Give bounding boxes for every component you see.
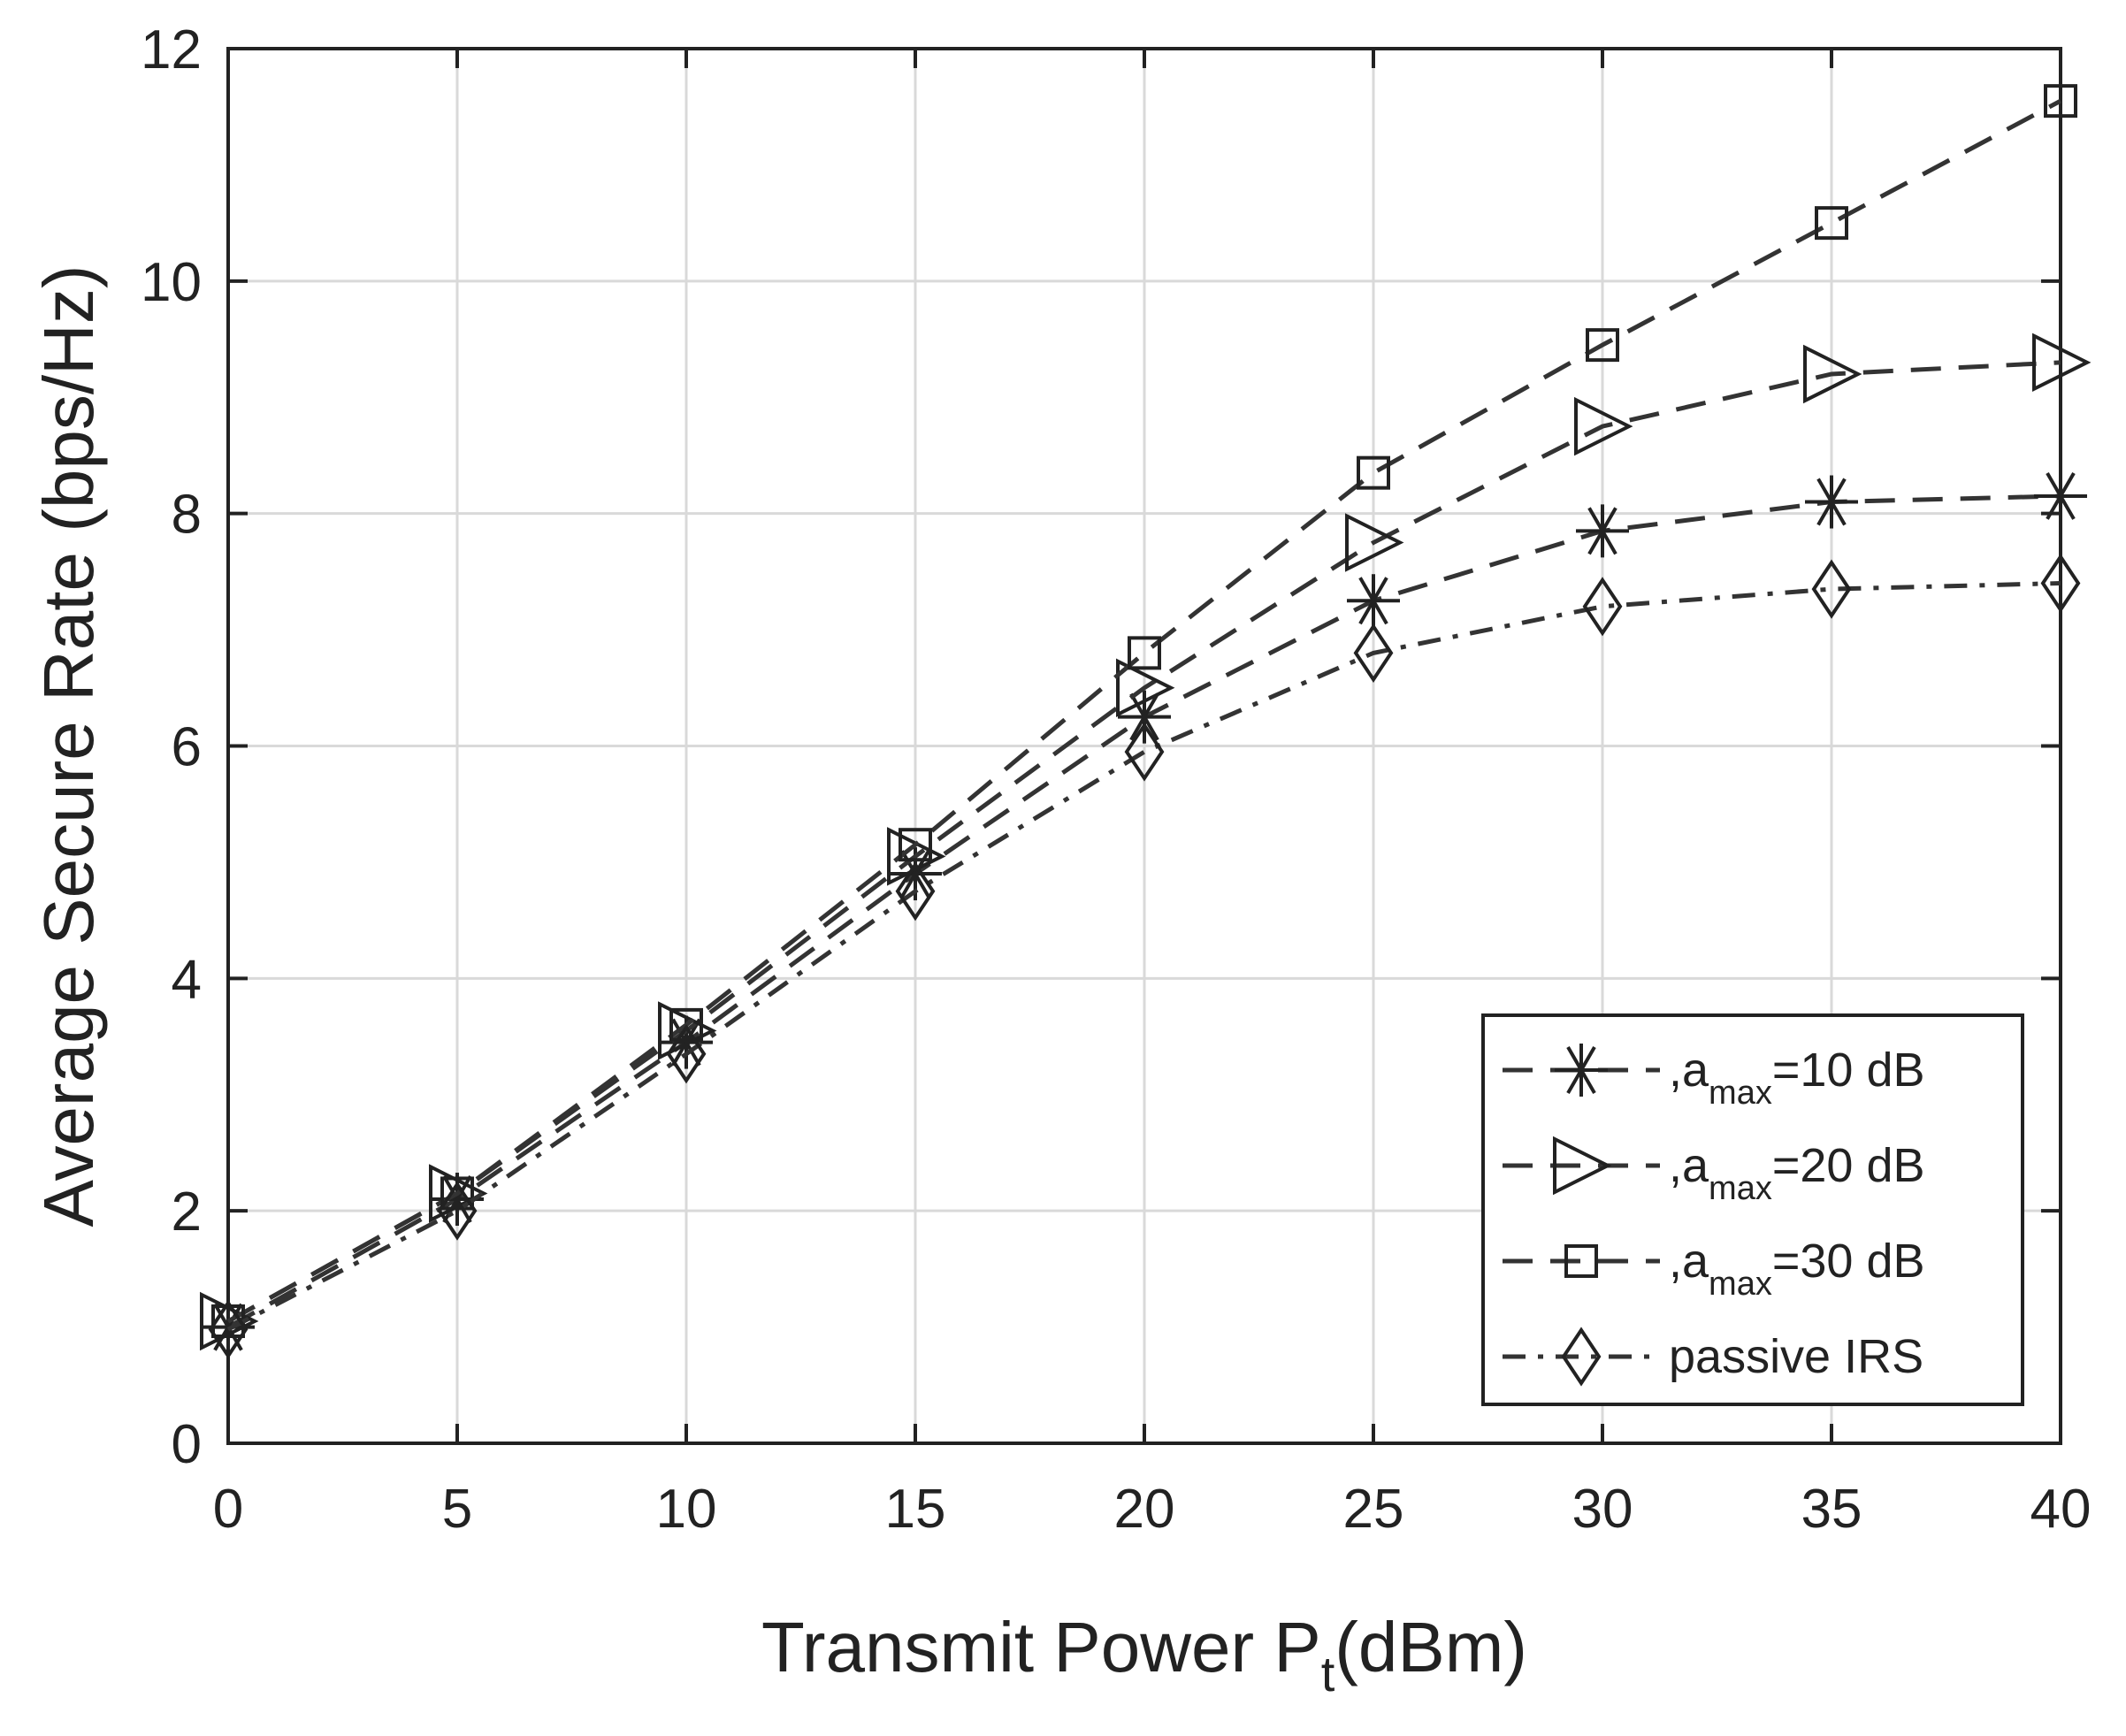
x-tick-label: 20 [1114,1479,1175,1540]
legend-label-suffix: =30 dB [1772,1235,1925,1288]
x-tick-label: 15 [885,1479,946,1540]
y-tick-label: 4 [172,949,202,1010]
legend-label-sub: max [1709,1074,1772,1112]
series-3 [211,84,2077,1339]
legend-label: ,amax=20 dB [1669,1139,1925,1207]
legend-entry: ,amax=10 dB [1503,1044,1925,1112]
legend-marker [1553,1136,1612,1196]
legend-label-prefix: ,a [1669,1044,1709,1097]
legend-entry: ,amax=20 dB [1503,1136,1925,1207]
legend-label-sub: max [1709,1170,1772,1207]
legend-label: ,amax=30 dB [1669,1235,1925,1303]
series-4-point [1353,623,1394,683]
grid-lines [226,47,2062,1445]
x-axis-label-sub: t [1321,1646,1335,1702]
legend-label-prefix: passive IRS [1669,1330,1923,1383]
series-2-point [1574,396,1633,456]
y-tick-label: 0 [172,1414,202,1475]
y-tick-label: 12 [141,19,202,80]
x-tick-label: 10 [656,1479,717,1540]
x-axis-label: Transmit Power Pt(dBm) [761,1608,1527,1702]
series-2-point [1803,344,1862,404]
series-1-point [1805,475,1858,529]
series-2-point [658,1001,717,1060]
x-tick-label: 5 [442,1479,472,1540]
x-tick-label: 25 [1343,1479,1404,1540]
x-tick-label: 40 [2030,1479,2092,1540]
series-2-point [1345,513,1404,572]
legend-label-prefix: ,a [1669,1139,1709,1192]
series-4-point [437,1181,478,1241]
legend-marker [1555,1044,1608,1097]
series-3-point [1357,455,1390,490]
x-tick-label: 0 [213,1479,243,1540]
series-1-point [1118,690,1171,744]
legend-label: passive IRS [1669,1330,1923,1383]
legend-label-sub: max [1709,1266,1772,1303]
series-1-point [1347,574,1400,628]
x-tick-label: 30 [1572,1479,1633,1540]
legend-label-prefix: ,a [1669,1235,1709,1288]
legend-entry: ,amax=30 dB [1503,1235,1925,1303]
series-3-point [1128,636,1161,670]
legend-entry: passive IRS [1503,1327,1923,1387]
legend: ,amax=10 dB,amax=20 dB,amax=30 dBpassive… [1481,1013,2024,1406]
series-4 [208,553,2081,1359]
series-1-point [2034,469,2087,523]
series-2-point [1116,658,1175,718]
series-3-point [669,1007,703,1042]
x-axis-label-main: Transmit Power P [761,1608,1321,1686]
series-4-point [1811,559,1852,619]
series-3-line [226,98,2062,1324]
series-3-point [440,1176,474,1211]
series-group [200,84,2092,1359]
series-4-point [208,1299,249,1359]
legend-label-suffix: =10 dB [1772,1044,1925,1097]
series-2-point [2032,333,2092,393]
legend-label-suffix: =20 dB [1772,1139,1925,1192]
legend-marker [1561,1327,1602,1387]
legend-marker [1564,1244,1598,1278]
legend-box [1481,1013,2024,1406]
series-3-point [899,828,932,862]
x-axis-label-tail: (dBm) [1334,1608,1527,1686]
legend-label: ,amax=10 dB [1669,1044,1925,1112]
series-3-point [2044,84,2077,119]
axis-ticks: 0 5 10 15 20 25 30 35 40 0 2 4 6 8 10 12 [141,19,2091,1540]
series-4-point [895,861,936,922]
y-axis-label: Average Secure Rate (bps/Hz) [29,265,108,1227]
series-3-point [1586,328,1619,363]
series-4-point [1582,577,1623,637]
series-3-point [1815,206,1848,241]
y-tick-label: 10 [141,252,202,313]
y-tick-label: 6 [172,717,202,778]
y-tick-label: 2 [172,1182,202,1243]
series-4-point [666,1024,707,1084]
series-1-point [1576,504,1629,558]
series-4-point [1124,722,1165,782]
y-tick-label: 8 [172,485,202,546]
x-tick-label: 35 [1801,1479,1862,1540]
series-1 [202,469,2087,1354]
series-4-point [2040,553,2081,614]
